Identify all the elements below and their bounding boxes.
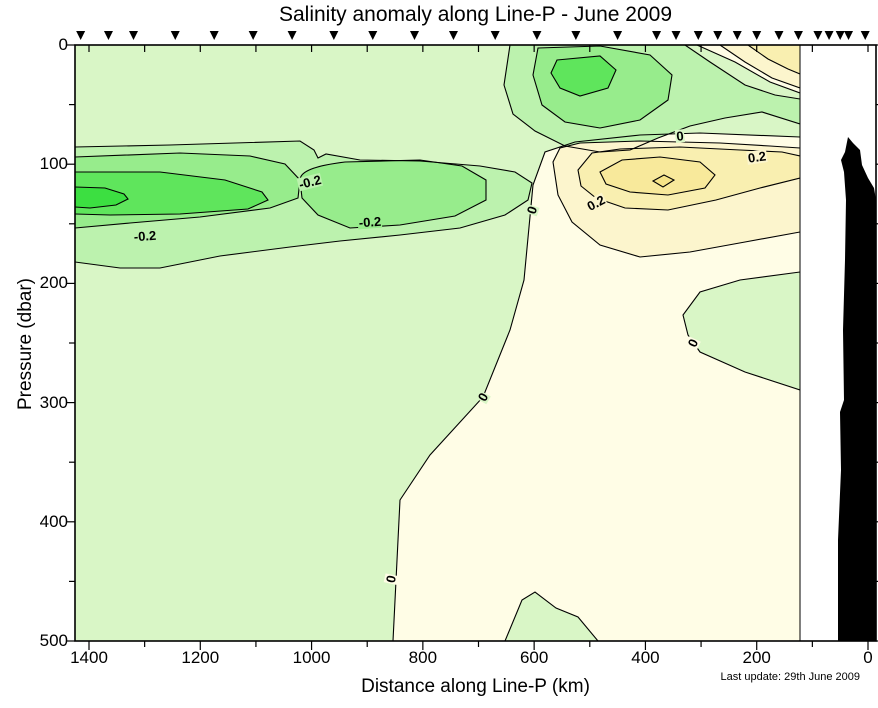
contour-0-coast-lobe [682,271,800,391]
contour-pos-peak [651,174,676,188]
contour-label: 0.2 [746,148,768,166]
band-corner-03 [748,45,800,74]
contour-neg03 [75,171,269,216]
station-marker-triangle [824,31,834,40]
station-marker-triangle [129,31,139,40]
y-tick-label: 300 [39,392,68,412]
contour-corner-02 [719,45,800,89]
contour-label: -0.2 [132,227,158,245]
station-marker-triangle [860,31,870,40]
station-marker-triangle [410,31,420,40]
station-marker-triangle [248,31,258,40]
contour-surface-neg01 [503,45,800,153]
station-marker-triangle [613,31,623,40]
band-salty-03 [600,157,715,195]
station-marker-triangle [209,31,219,40]
bathymetry-silhouette [838,137,876,641]
y-tick-label: 0 [58,35,68,54]
station-markers [76,31,870,40]
x-tick-label: 1400 [70,648,108,667]
contour-pos03 [599,156,716,196]
station-marker-triangle [793,31,803,40]
station-marker-triangle [532,31,542,40]
last-update-note: Last update: 29th June 2009 [720,671,860,683]
contour-pos01 [552,140,800,258]
y-tick-label: 400 [39,511,68,531]
station-marker-triangle [571,31,581,40]
plot-frame [74,44,877,642]
y-tick-label: 200 [39,273,68,293]
station-marker-triangle [713,31,723,40]
chart-title: Salinity anomaly along Line-P - June 200… [278,3,673,26]
x-tick-label: 0 [863,648,873,667]
band-fresh-core-inner [75,187,128,208]
band-pos-main [393,133,800,641]
station-marker-triangle [652,31,662,40]
band-fresh-core [75,172,268,215]
x-tick-label: 1200 [181,648,220,667]
station-marker-triangle [287,31,297,40]
band-fresh-mid-east [300,160,486,228]
station-marker-triangle [813,31,823,40]
x-tick-label: 400 [631,648,660,667]
y-tick-label: 500 [39,631,68,650]
x-tick-label: 1000 [292,648,331,667]
band-neg-coast-lobe [683,272,800,390]
x-tick-label: 200 [742,648,771,667]
y-tick-label: 100 [39,154,68,174]
contour-pos02 [577,146,800,211]
contour-surface-neg02 [532,45,673,129]
contour-neg01 [75,140,533,269]
station-marker-triangle [368,31,378,40]
station-marker-triangle [693,31,703,40]
x-axis-title: Distance along Line-P (km) [361,676,590,697]
contour-label: 0 [674,128,686,144]
contour-corner-03 [747,45,800,75]
station-marker-triangle [170,31,180,40]
contour-neg04 [75,186,129,209]
contour-label: -0.2 [357,213,383,231]
x-tick-label: 800 [408,648,438,667]
contour-0-bottom-blob [504,591,599,641]
contour-surface-neg03 [550,55,617,97]
station-marker-triangle [732,31,742,40]
station-marker-triangle [835,31,845,40]
station-marker-triangle [103,31,113,40]
band-neg-bottom-blob [505,592,598,641]
y-axis-title: Pressure (dbar) [15,278,36,410]
station-marker-triangle [671,31,681,40]
station-marker-triangle [490,31,500,40]
station-marker-triangle [329,31,339,40]
station-marker-triangle [752,31,762,40]
x-tick-label: 600 [519,648,549,667]
station-marker-triangle [76,31,86,40]
band-surface-fresh-core [551,56,616,96]
station-marker-triangle [844,31,854,40]
station-marker-triangle [448,31,458,40]
contour-lines [75,45,800,641]
contour-0-main [392,132,800,641]
contour-0-corner [696,45,800,94]
axis-ticks [66,44,878,650]
station-marker-triangle [774,31,784,40]
